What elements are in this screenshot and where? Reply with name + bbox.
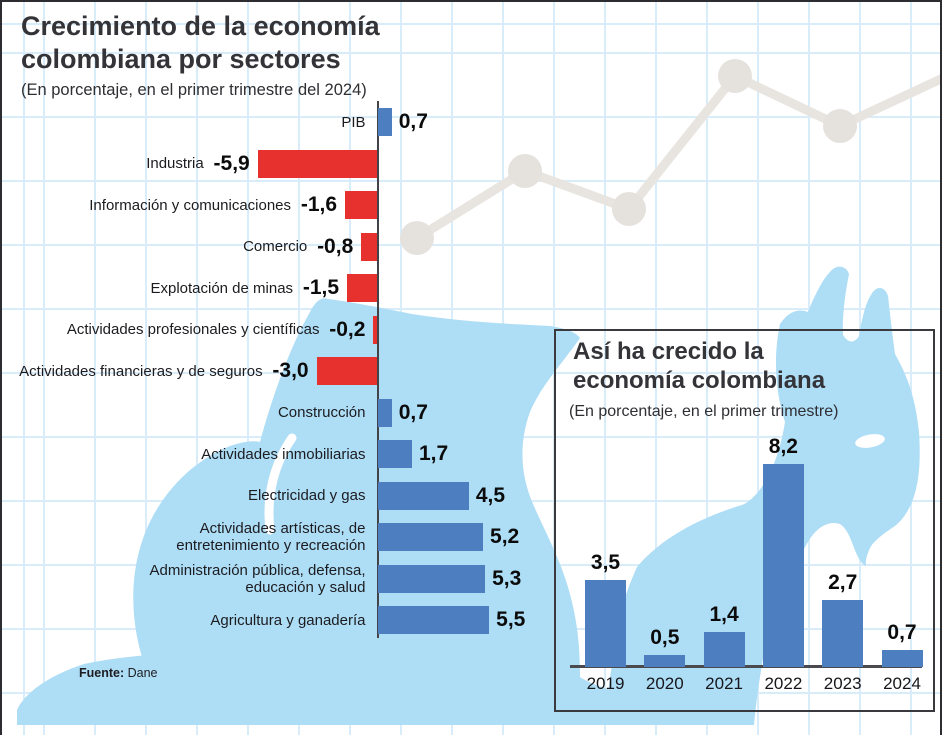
trend-dot [508,154,542,188]
sector-bar [361,232,378,261]
inset-subtitle: (En porcentaje, en el primer trimestre) [569,403,839,420]
page-subtitle: (En porcentaje, en el primer trimestre d… [21,81,367,99]
year-value: 8,2 [768,434,798,458]
source-note: Fuente: Dane [79,666,158,680]
sector-label: PIB [341,113,366,131]
snail-head [606,266,920,725]
year-label: 2020 [645,674,684,693]
sector-label: Electricidad y gas [247,487,366,504]
sector-value: 5,5 [496,608,526,631]
sector-value: -0,8 [317,234,354,258]
year-bar [822,600,864,667]
sector-value: 0,7 [398,400,428,424]
year-value: 1,4 [709,603,739,627]
year-label: 2021 [705,674,744,693]
decorative-trend-line [400,59,940,255]
inset-chart-axis [570,665,922,668]
sector-value: 5,3 [492,566,522,590]
snail-illustration [17,266,920,725]
year-label: 2019 [586,674,625,693]
sector-label: Información y comunicaciones [89,196,292,214]
year-value: 0,5 [650,625,680,649]
trend-dot [823,109,857,143]
sector-value: 1,7 [419,442,449,465]
sector-bar [377,481,469,510]
year-bar [585,580,626,667]
sector-bar [257,149,378,178]
main-title-block: Crecimiento de la economía colombiana po… [21,10,380,100]
sector-label: Explotación de minas [150,279,294,297]
sector-value: 4,5 [475,483,506,507]
sector-label: Actividades financieras y de seguros [19,362,263,380]
sector-label: Actividades inmobiliarias [201,445,366,463]
year-value: 0,7 [887,620,917,644]
sector-bar [377,606,490,634]
inset-title-line2: economía colombiana [573,367,826,394]
year-label: 2023 [823,674,862,693]
year-value: 2,7 [828,571,858,595]
snail-eye [855,434,885,448]
sector-bar [377,398,392,427]
year-bar [881,649,923,667]
annual-growth-inset: Así ha crecido la economía colombiana (E… [554,329,935,712]
source-label: Fuente: [79,666,125,680]
main-chart-axis [376,101,379,638]
sector-bar [316,357,378,385]
sector-value: -5,9 [213,151,250,175]
sector-bar [347,274,378,302]
trend-dot [718,59,752,93]
sector-label: Administración pública, defensa, educació… [149,561,366,596]
sector-value: 0,7 [398,110,428,133]
source-value: Dane [124,666,158,680]
page-title-line1: Crecimiento de la economía [21,11,380,41]
sector-label: Industria [146,155,204,172]
sector-value: -0,2 [329,317,366,341]
year-bar [703,632,745,667]
year-value: 3,5 [590,551,621,575]
sector-value: -1,6 [300,193,338,216]
sector-label: Agricultura y ganadería [210,611,366,629]
sector-value: -1,5 [302,276,340,299]
sector-bar [373,315,378,344]
trend-dot [400,221,434,255]
sector-label: Actividades profesionales y científicas [66,321,320,338]
year-label: 2024 [883,674,921,693]
snail-shell-spiral-gap [264,433,297,535]
sector-bar [377,564,486,593]
year-bar [762,463,804,667]
year-bar [644,654,686,667]
inset-title: Así ha crecido la economía colombiana [573,337,825,395]
sector-bar [377,523,484,551]
sector-label: Comercio [243,238,308,255]
sector-value: 5,2 [490,525,520,548]
inset-title-line1: Así ha crecido la [573,338,764,365]
trend-dot [612,192,646,226]
sector-label: Construcción [277,404,366,421]
sector-bar [377,440,412,468]
year-label: 2022 [764,674,803,693]
sector-label: Actividades artísticas, de entretenimient… [176,520,366,554]
sector-bar [345,191,378,219]
page-title: Crecimiento de la economía colombiana po… [21,10,380,76]
page-title-line2: colombiana por sectores [21,44,341,74]
sector-bar [377,108,392,136]
sector-value: -3,0 [272,359,309,382]
